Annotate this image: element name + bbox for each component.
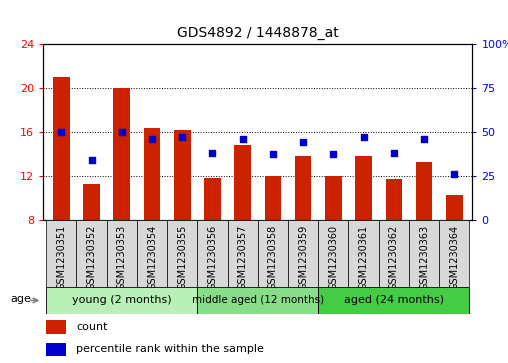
Text: percentile rank within the sample: percentile rank within the sample: [76, 344, 264, 354]
Text: count: count: [76, 322, 108, 332]
Bar: [319, 220, 348, 287]
Point: [450, 171, 458, 177]
Point: [329, 152, 337, 158]
Text: GSM1230363: GSM1230363: [419, 225, 429, 290]
Point: [208, 150, 216, 156]
Bar: [83, 184, 100, 220]
Text: GSM1230354: GSM1230354: [147, 225, 157, 290]
Bar: [409, 220, 439, 287]
Text: GSM1230355: GSM1230355: [177, 225, 187, 290]
Point: [420, 136, 428, 142]
Bar: [439, 220, 469, 287]
Text: GSM1230351: GSM1230351: [56, 225, 67, 290]
Bar: [53, 77, 70, 220]
Text: GSM1230358: GSM1230358: [268, 225, 278, 290]
Point: [269, 152, 277, 158]
Point: [299, 139, 307, 145]
Text: GSM1230361: GSM1230361: [359, 225, 369, 290]
Text: GSM1230359: GSM1230359: [298, 225, 308, 290]
Point: [390, 150, 398, 156]
Bar: [76, 220, 107, 287]
Bar: [446, 195, 463, 220]
Point: [57, 129, 66, 134]
Text: GSM1230360: GSM1230360: [328, 225, 338, 290]
Text: GSM1230357: GSM1230357: [238, 225, 248, 290]
Point: [239, 136, 247, 142]
Text: aged (24 months): aged (24 months): [344, 295, 444, 305]
Bar: [355, 156, 372, 220]
Bar: [144, 128, 161, 220]
Point: [118, 129, 126, 134]
Bar: [174, 130, 190, 220]
Bar: [288, 220, 319, 287]
Point: [360, 134, 368, 140]
Text: GSM1230356: GSM1230356: [207, 225, 217, 290]
Bar: [46, 320, 66, 334]
Bar: [379, 220, 409, 287]
Text: GSM1230364: GSM1230364: [449, 225, 459, 290]
Point: [178, 134, 186, 140]
Bar: [107, 220, 137, 287]
Bar: [46, 220, 76, 287]
Text: GSM1230362: GSM1230362: [389, 225, 399, 290]
Text: GSM1230352: GSM1230352: [86, 225, 97, 290]
Text: GSM1230353: GSM1230353: [117, 225, 127, 290]
Bar: [197, 220, 228, 287]
Bar: [416, 162, 432, 220]
Bar: [46, 343, 66, 356]
Bar: [197, 287, 319, 314]
Point: [148, 136, 156, 142]
Text: young (2 months): young (2 months): [72, 295, 172, 305]
Point: [87, 157, 96, 163]
Bar: [295, 156, 311, 220]
Title: GDS4892 / 1448878_at: GDS4892 / 1448878_at: [177, 26, 339, 40]
Bar: [348, 220, 379, 287]
Bar: [137, 220, 167, 287]
Bar: [319, 287, 469, 314]
Bar: [265, 176, 281, 220]
Bar: [167, 220, 197, 287]
Text: middle aged (12 months): middle aged (12 months): [192, 295, 324, 305]
Bar: [113, 87, 130, 220]
Bar: [234, 145, 251, 220]
Bar: [204, 178, 221, 220]
Bar: [46, 287, 197, 314]
Bar: [228, 220, 258, 287]
Bar: [325, 176, 342, 220]
Bar: [258, 220, 288, 287]
Text: age: age: [11, 294, 31, 304]
Bar: [386, 179, 402, 220]
